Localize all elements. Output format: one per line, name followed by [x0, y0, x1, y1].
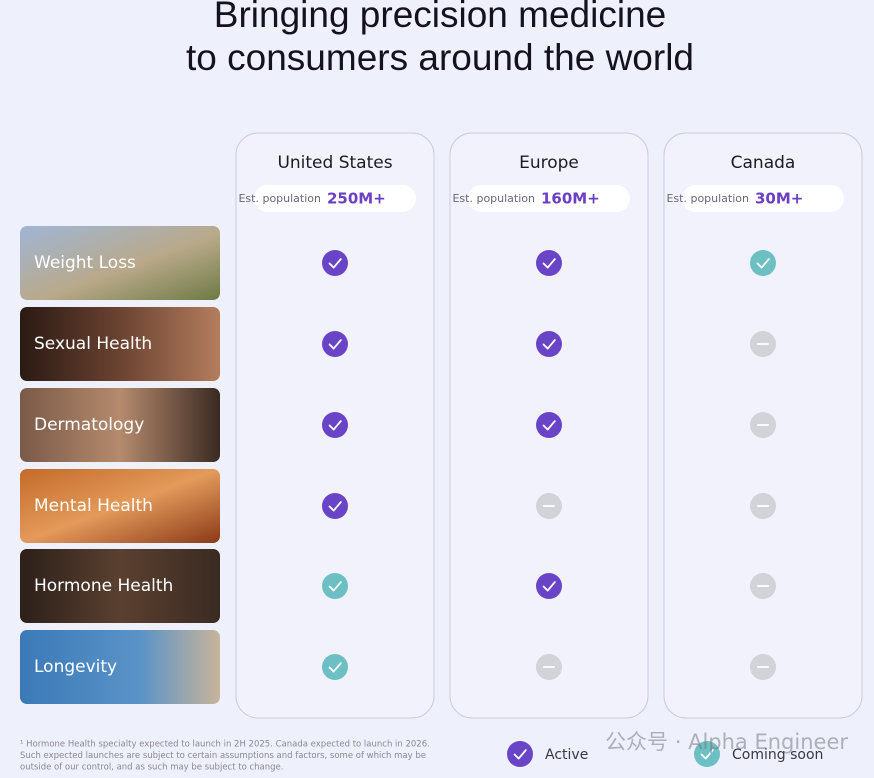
check [542, 339, 556, 350]
status-icon [536, 493, 562, 519]
status-circle [750, 250, 776, 276]
population-value: 30M+ [755, 190, 803, 208]
status-icon [694, 741, 720, 767]
population-label: Est. population [666, 192, 749, 205]
row-image [20, 388, 220, 462]
check [328, 339, 342, 350]
check [328, 581, 342, 592]
status-icon [750, 493, 776, 519]
row-image [20, 307, 220, 381]
check [328, 258, 342, 269]
status-icon [536, 654, 562, 680]
legend-label: Coming soon [732, 747, 823, 763]
population-label: Est. population [452, 192, 535, 205]
check [542, 258, 556, 269]
status-icon [750, 573, 776, 599]
status-circle [536, 412, 562, 438]
title: Bringing precision medicine [214, 0, 666, 35]
status-icon [750, 412, 776, 438]
status-icon [322, 654, 348, 680]
status-icon [322, 250, 348, 276]
row-label: Weight Loss [34, 253, 136, 273]
check [542, 581, 556, 592]
watermark: 公众号 · Alpha Engineer [605, 730, 848, 754]
status-icon [536, 250, 562, 276]
status-icon [322, 573, 348, 599]
check [328, 662, 342, 673]
status-circle [536, 573, 562, 599]
status-icon [322, 412, 348, 438]
check [542, 420, 556, 431]
check [756, 258, 770, 269]
column-name: United States [277, 153, 392, 173]
row-label: Hormone Health [34, 576, 173, 596]
status-icon [322, 493, 348, 519]
status-icon [536, 412, 562, 438]
row-image [20, 469, 220, 543]
population-pill [468, 185, 630, 212]
check [700, 749, 714, 760]
population-value: 160M+ [541, 190, 600, 208]
status-icon [750, 250, 776, 276]
footnote: Such expected launches are subject to ce… [20, 751, 426, 761]
row-image [20, 630, 220, 704]
footnote: outside of our control, and as such may … [20, 763, 283, 773]
status-icon [507, 741, 533, 767]
row-label: Sexual Health [34, 334, 152, 354]
status-circle [536, 250, 562, 276]
title: to consumers around the world [186, 37, 694, 78]
row-image [20, 226, 220, 300]
legend-label: Active [545, 747, 588, 763]
status-icon [750, 331, 776, 357]
population-pill [254, 185, 416, 212]
column-name: Canada [731, 153, 796, 173]
status-circle [694, 741, 720, 767]
population-value: 250M+ [327, 190, 386, 208]
status-circle [322, 493, 348, 519]
check [328, 420, 342, 431]
status-icon [750, 654, 776, 680]
row-label: Mental Health [34, 496, 153, 516]
footnote: ¹ Hormone Health specialty expected to l… [20, 740, 430, 750]
row-image [20, 549, 220, 623]
check [513, 749, 527, 760]
population-pill [682, 185, 844, 212]
check [328, 501, 342, 512]
status-circle [322, 250, 348, 276]
status-icon [536, 573, 562, 599]
status-circle [322, 331, 348, 357]
column-name: Europe [519, 153, 579, 173]
population-label: Est. population [238, 192, 321, 205]
status-circle [322, 573, 348, 599]
status-icon [322, 331, 348, 357]
status-circle [322, 412, 348, 438]
status-circle [507, 741, 533, 767]
row-label: Longevity [34, 657, 117, 677]
status-circle [536, 331, 562, 357]
row-label: Dermatology [34, 415, 144, 435]
status-circle [322, 654, 348, 680]
status-icon [536, 331, 562, 357]
